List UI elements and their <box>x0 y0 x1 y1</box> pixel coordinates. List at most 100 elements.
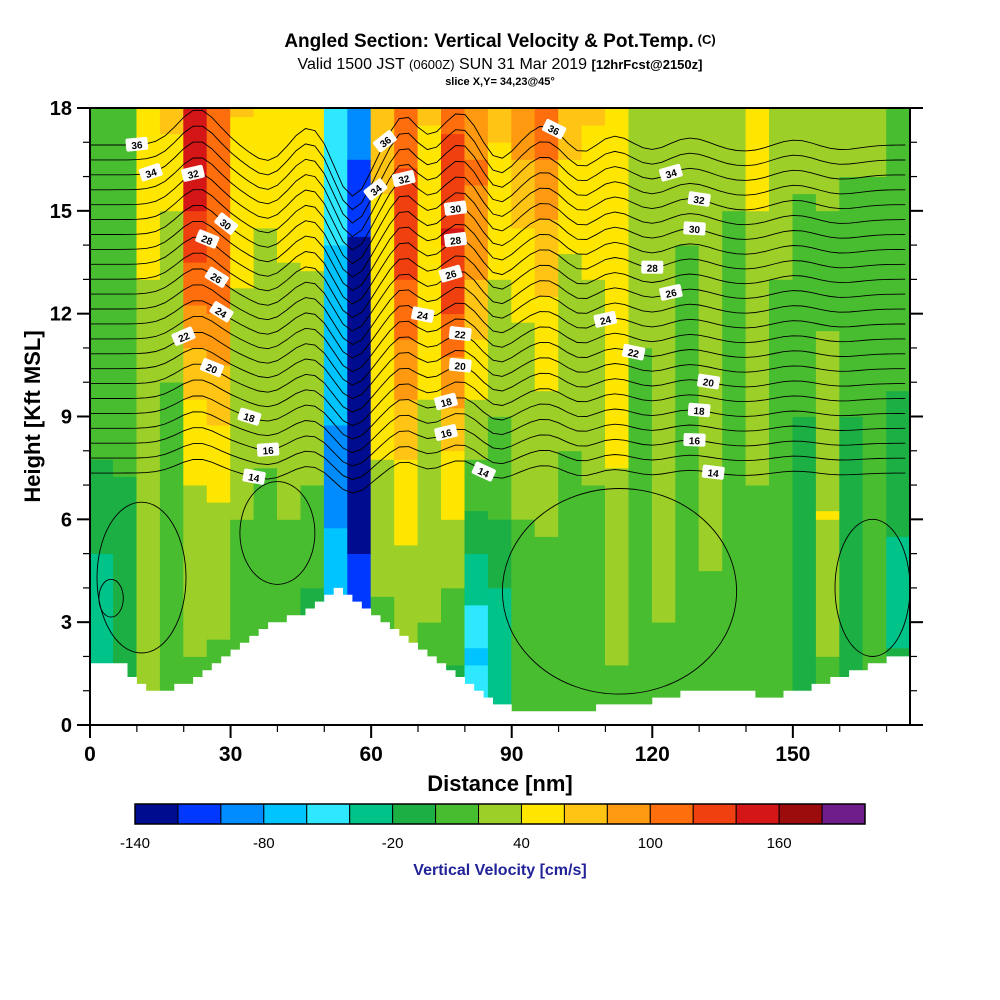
y-tick-label: 15 <box>50 201 72 223</box>
contour-label: 36 <box>125 136 149 152</box>
svg-text:34: 34 <box>665 168 679 182</box>
slice-info: slice X,Y= 34,23@45° <box>445 76 555 89</box>
colorbar-tick-label: -80 <box>253 835 275 852</box>
svg-text:28: 28 <box>449 235 462 247</box>
svg-text:26: 26 <box>444 269 458 283</box>
contour-label: 18 <box>434 392 458 411</box>
svg-text:24: 24 <box>599 315 613 328</box>
colorbar-segment <box>563 803 608 825</box>
contour-label: 24 <box>593 310 618 328</box>
closed-contour <box>96 501 187 654</box>
contour-label: 20 <box>448 357 472 373</box>
contour-line <box>90 443 906 481</box>
colorbar-segment <box>306 803 351 825</box>
contour-line <box>90 316 906 373</box>
x-tick-label: 30 <box>219 743 242 766</box>
colorbar-segment <box>220 803 265 825</box>
colorbar-segment <box>735 803 780 825</box>
svg-text:20: 20 <box>454 361 467 373</box>
title-block: Angled Section: Vertical Velocity & Pot.… <box>0 30 1000 90</box>
svg-text:14: 14 <box>247 472 260 485</box>
y-tick-label: 6 <box>61 509 72 531</box>
contour-line <box>90 236 906 305</box>
contour-label: 20 <box>199 358 225 378</box>
x-tick-label: 90 <box>500 743 523 766</box>
contour-label: 16 <box>256 442 280 458</box>
colorbar-tick-label: 40 <box>513 835 530 852</box>
colorbar-frame <box>134 803 866 825</box>
x-tick-label: 120 <box>635 743 670 766</box>
contour-label: 36 <box>542 118 567 140</box>
colorbar-segment <box>520 803 565 825</box>
terrain-silhouette <box>90 587 910 725</box>
contour-label: 28 <box>443 232 467 248</box>
colorbar: -140 -80 -20 40 100 160 <box>120 803 866 852</box>
figure-subtitle: Valid 1500 JST (0600Z) SUN 31 Mar 2019 [… <box>0 55 1000 76</box>
contour-label: 22 <box>448 326 472 342</box>
contour-line <box>90 125 906 211</box>
colorbar-segment <box>821 803 866 825</box>
valid-date: SUN 31 Mar 2019 <box>459 55 588 73</box>
title-text: Angled Section: Vertical Velocity & Pot.… <box>284 31 694 52</box>
y-axis-title: Height [Kft MSL] <box>20 330 45 502</box>
contour-line <box>90 268 906 332</box>
y-tick-label: 9 <box>61 407 72 429</box>
colorbar-tick-label: 160 <box>767 835 792 852</box>
svg-text:30: 30 <box>689 225 701 237</box>
contour-line <box>90 141 906 224</box>
contour-label: 34 <box>658 163 683 182</box>
colorbar-label: Vertical Velocity [cm/s] <box>413 862 587 879</box>
colorbar-segment <box>778 803 823 825</box>
colorbar-segment <box>134 803 179 825</box>
contour-line <box>90 252 906 319</box>
contour-line <box>90 284 906 346</box>
svg-text:22: 22 <box>177 331 192 346</box>
colorbar-bar: -140 -80 -20 40 100 160 <box>120 803 866 852</box>
svg-text:16: 16 <box>440 428 454 441</box>
contour-line <box>90 189 906 265</box>
contour-label: 20 <box>696 373 721 390</box>
svg-text:16: 16 <box>262 446 274 458</box>
svg-text:18: 18 <box>440 397 454 411</box>
contour-label: 32 <box>687 191 711 208</box>
colorbar-segment <box>349 803 394 825</box>
contour-label: 18 <box>687 402 711 418</box>
svg-text:32: 32 <box>187 169 201 182</box>
svg-text:18: 18 <box>693 406 705 418</box>
svg-text:36: 36 <box>131 140 144 152</box>
svg-text:26: 26 <box>665 288 679 301</box>
contour-line <box>90 427 906 467</box>
closed-contour <box>98 578 124 618</box>
x-tick-label: 0 <box>84 743 96 766</box>
contour-label: 28 <box>641 260 664 275</box>
contour-line <box>90 347 906 400</box>
colorbar-segment <box>177 803 222 825</box>
contour-label: 16 <box>683 433 706 447</box>
svg-text:32: 32 <box>398 174 412 187</box>
velocity-fill-layer <box>90 108 910 725</box>
contour-line <box>90 109 906 197</box>
svg-text:20: 20 <box>702 377 715 390</box>
contour-label: 16 <box>434 424 458 441</box>
contour-label: 22 <box>621 343 646 361</box>
contour-line <box>90 220 906 292</box>
svg-text:14: 14 <box>476 466 491 481</box>
forecast-tag: [12hrFcst@2150z] <box>591 56 703 72</box>
contour-label: 14 <box>471 461 496 482</box>
title-units: (C) <box>697 32 716 47</box>
y-tick-label: 18 <box>50 98 72 120</box>
contour-label: 26 <box>438 264 463 283</box>
contour-line <box>90 411 906 454</box>
contour-label: 14 <box>242 468 266 485</box>
svg-text:32: 32 <box>693 195 706 208</box>
contour-label: 24 <box>209 301 234 323</box>
svg-text:30: 30 <box>449 204 462 216</box>
svg-text:28: 28 <box>199 234 214 249</box>
colorbar-tick-label: -140 <box>120 835 150 852</box>
contour-line <box>90 395 906 440</box>
contour-label: 30 <box>683 221 706 236</box>
svg-text:22: 22 <box>627 348 641 361</box>
